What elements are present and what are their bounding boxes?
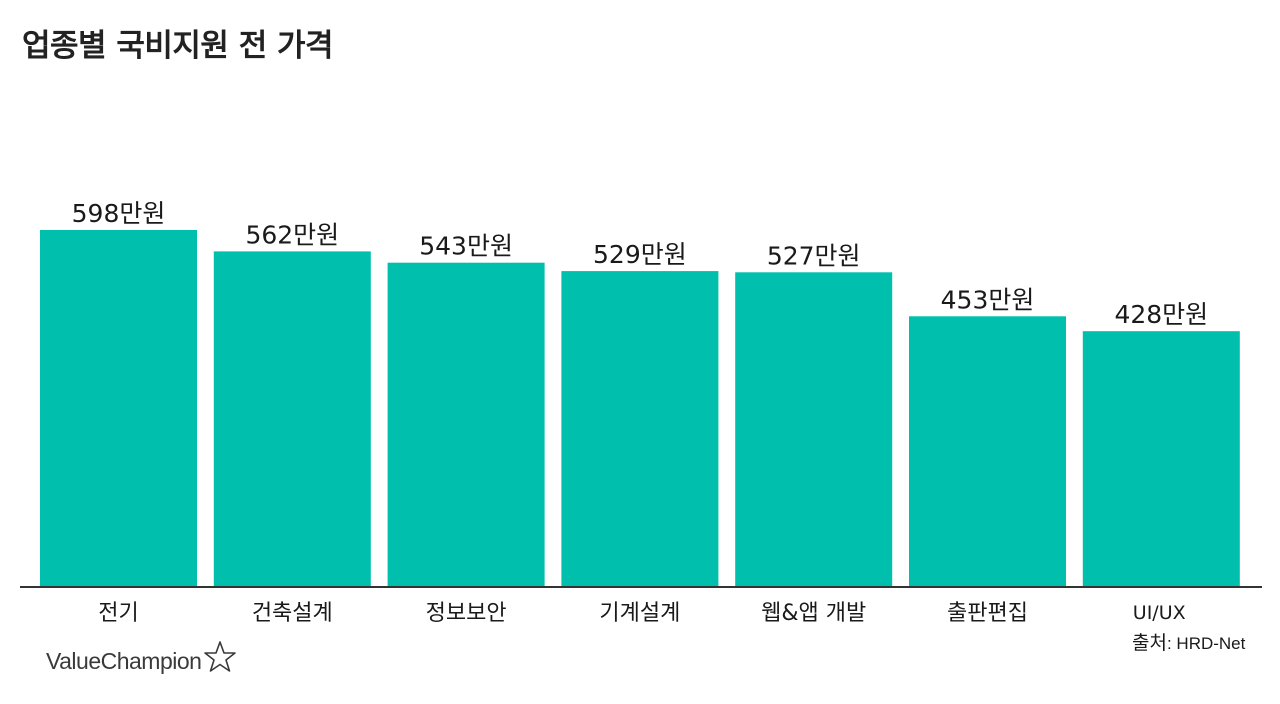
chart-title: 업종별 국비지원 전 가격 [22, 28, 334, 64]
category-label-5: 웹&앱 개발 [761, 601, 866, 626]
value-label-1: 598만원 [72, 199, 166, 228]
logo-text: ValueChampion [46, 648, 202, 674]
value-label-2: 562만원 [245, 220, 339, 249]
source-name: : HRD-Net [1166, 634, 1246, 653]
bar-3 [387, 262, 545, 586]
category-label-3: 정보보안 [426, 601, 507, 626]
bar-2 [213, 251, 371, 586]
category-label-1: 전기 [98, 601, 138, 626]
source-note: 출처: HRD-Net [1132, 628, 1245, 655]
category-label-2: 건축설계 [252, 601, 333, 626]
value-champion-logo: ValueChampion [46, 640, 237, 675]
value-label-5: 527만원 [767, 241, 861, 270]
bar-6 [909, 316, 1066, 586]
star-outline-icon [204, 640, 237, 672]
category-label-7: UI/UX [1133, 602, 1186, 624]
bar-5 [735, 272, 893, 586]
bar-1 [40, 230, 197, 586]
bar-4 [561, 271, 719, 586]
source-prefix: 출처 [1132, 632, 1167, 654]
category-label-6: 출판편집 [947, 601, 1028, 626]
category-label-4: 기계설계 [599, 601, 680, 626]
value-label-7: 428만원 [1114, 300, 1208, 329]
value-label-6: 453만원 [941, 285, 1035, 314]
value-label-4: 529만원 [593, 240, 687, 269]
value-label-3: 543만원 [419, 232, 513, 261]
bar-7 [1082, 331, 1240, 586]
